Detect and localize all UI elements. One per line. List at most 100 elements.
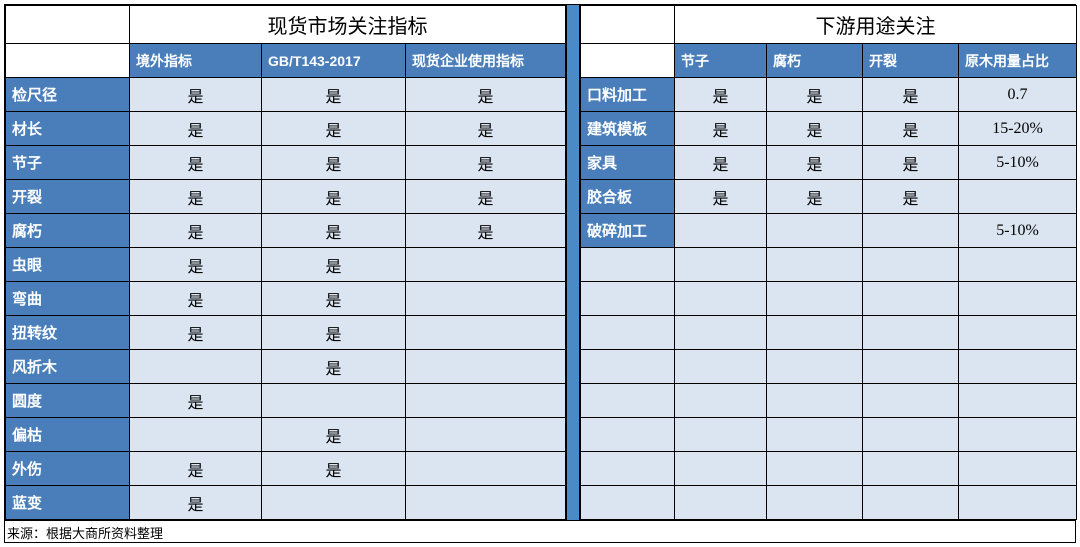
- table-row: [581, 282, 1077, 316]
- right-data-cell: [767, 214, 863, 248]
- right-data-cell: [959, 384, 1077, 418]
- left-row-head: 偏枯: [6, 418, 130, 452]
- left-data-cell: 是: [130, 282, 262, 316]
- right-col-head: 腐朽: [767, 44, 863, 78]
- table-row: 扭转纹是是: [6, 316, 566, 350]
- table-row: 开裂是是是: [6, 180, 566, 214]
- right-data-cell: 是: [767, 180, 863, 214]
- right-col-head: 节子: [675, 44, 767, 78]
- source-note: 来源：根据大商所资料整理: [4, 520, 1076, 543]
- left-data-cell: 是: [406, 214, 566, 248]
- left-data-cell: [262, 486, 406, 520]
- right-title: 下游用途关注: [675, 6, 1077, 44]
- table-divider: [566, 5, 580, 520]
- table-row: [581, 384, 1077, 418]
- right-data-cell: [767, 316, 863, 350]
- left-data-cell: [406, 452, 566, 486]
- left-data-cell: 是: [130, 180, 262, 214]
- tables-container: 现货市场关注指标 境外指标 GB/T143-2017 现货企业使用指标 检尺径是…: [4, 4, 1076, 520]
- right-row-head: 口料加工: [581, 78, 675, 112]
- table-row: [581, 452, 1077, 486]
- left-row-head: 圆度: [6, 384, 130, 418]
- left-col-head: GB/T143-2017: [262, 44, 406, 78]
- table-row: 偏枯 是: [6, 418, 566, 452]
- left-data-cell: 是: [130, 78, 262, 112]
- right-corner-blank: [581, 6, 675, 44]
- left-data-cell: 是: [262, 282, 406, 316]
- right-table-wrap: 下游用途关注 节子 腐朽 开裂 原木用量占比 口料加工是是是0.7建筑模板是是是…: [580, 5, 1077, 520]
- left-row-head: 腐朽: [6, 214, 130, 248]
- left-data-cell: [406, 486, 566, 520]
- left-data-cell: [406, 418, 566, 452]
- right-row-head: 建筑模板: [581, 112, 675, 146]
- right-row-head: [581, 384, 675, 418]
- right-row-head: [581, 486, 675, 520]
- left-data-cell: [130, 350, 262, 384]
- left-row-head: 开裂: [6, 180, 130, 214]
- left-data-cell: 是: [262, 350, 406, 384]
- table-row: [581, 418, 1077, 452]
- left-data-cell: [406, 384, 566, 418]
- right-data-cell: [675, 384, 767, 418]
- left-data-cell: 是: [130, 486, 262, 520]
- right-data-cell: 是: [863, 78, 959, 112]
- table-row: [581, 486, 1077, 520]
- left-data-cell: 是: [406, 146, 566, 180]
- left-data-cell: 是: [262, 146, 406, 180]
- left-col-head: 现货企业使用指标: [406, 44, 566, 78]
- right-data-cell: [767, 486, 863, 520]
- right-data-cell: 是: [767, 112, 863, 146]
- table-row: 家具是是是5-10%: [581, 146, 1077, 180]
- left-table-wrap: 现货市场关注指标 境外指标 GB/T143-2017 现货企业使用指标 检尺径是…: [5, 5, 566, 520]
- right-data-cell: 5-10%: [959, 214, 1077, 248]
- right-data-cell: 是: [863, 146, 959, 180]
- table-row: 节子是是是: [6, 146, 566, 180]
- left-data-cell: 是: [130, 146, 262, 180]
- left-row-head: 材长: [6, 112, 130, 146]
- left-row-head: 虫眼: [6, 248, 130, 282]
- right-data-cell: [959, 486, 1077, 520]
- left-data-cell: 是: [262, 180, 406, 214]
- right-row-head: [581, 248, 675, 282]
- left-data-cell: 是: [130, 112, 262, 146]
- right-data-cell: 是: [767, 146, 863, 180]
- left-data-cell: 是: [406, 180, 566, 214]
- right-data-cell: [675, 248, 767, 282]
- table-row: 弯曲是是: [6, 282, 566, 316]
- table-row: 蓝变是: [6, 486, 566, 520]
- left-data-cell: [406, 316, 566, 350]
- left-title: 现货市场关注指标: [130, 6, 566, 44]
- table-row: 建筑模板是是是15-20%: [581, 112, 1077, 146]
- right-data-cell: 是: [675, 146, 767, 180]
- right-data-cell: [767, 282, 863, 316]
- table-row: 腐朽是是是: [6, 214, 566, 248]
- right-row-head: [581, 418, 675, 452]
- left-data-cell: 是: [262, 418, 406, 452]
- left-data-cell: [406, 282, 566, 316]
- right-data-cell: [959, 316, 1077, 350]
- right-data-cell: [767, 350, 863, 384]
- left-row-head: 检尺径: [6, 78, 130, 112]
- right-data-cell: [959, 350, 1077, 384]
- left-data-cell: 是: [130, 214, 262, 248]
- left-row-head: 节子: [6, 146, 130, 180]
- right-data-cell: [863, 384, 959, 418]
- right-data-cell: 是: [675, 112, 767, 146]
- right-data-cell: 5-10%: [959, 146, 1077, 180]
- right-data-cell: [675, 214, 767, 248]
- right-data-cell: [767, 248, 863, 282]
- left-row-head: 风折木: [6, 350, 130, 384]
- right-data-cell: [767, 418, 863, 452]
- right-row-head: 胶合板: [581, 180, 675, 214]
- left-data-cell: 是: [130, 316, 262, 350]
- left-data-cell: 是: [262, 214, 406, 248]
- right-row-head: [581, 316, 675, 350]
- right-data-cell: [863, 282, 959, 316]
- right-data-cell: [959, 180, 1077, 214]
- right-data-cell: 0.7: [959, 78, 1077, 112]
- right-data-cell: [767, 452, 863, 486]
- right-data-cell: [863, 452, 959, 486]
- right-data-cell: [959, 282, 1077, 316]
- table-row: 虫眼是是: [6, 248, 566, 282]
- right-row-head: 破碎加工: [581, 214, 675, 248]
